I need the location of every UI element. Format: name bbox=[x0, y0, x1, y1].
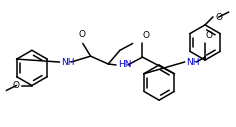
Text: O: O bbox=[78, 30, 85, 39]
Text: HN: HN bbox=[118, 60, 131, 69]
Text: NH: NH bbox=[61, 58, 75, 67]
Text: O: O bbox=[206, 30, 212, 39]
Text: O: O bbox=[216, 13, 223, 22]
Text: O: O bbox=[12, 81, 19, 90]
Text: NH: NH bbox=[186, 58, 200, 67]
Text: O: O bbox=[143, 30, 150, 39]
